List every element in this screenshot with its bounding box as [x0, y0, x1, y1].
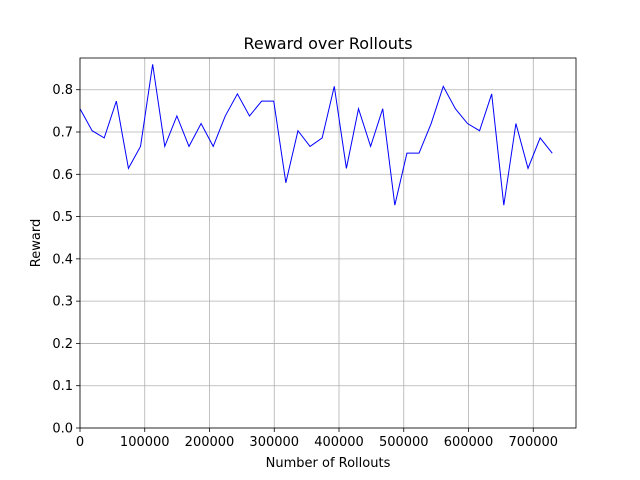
- y-tick-label: 0.2: [52, 337, 73, 352]
- x-tick-label: 700000: [508, 435, 558, 450]
- y-tick-label: 0.4: [52, 252, 73, 267]
- x-tick-label: 100000: [120, 435, 170, 450]
- plot-area-frame: [79, 57, 577, 429]
- x-tick-label: 300000: [249, 435, 299, 450]
- y-tick-label: 0.3: [52, 295, 73, 310]
- x-tick-label: 0: [76, 435, 84, 450]
- chart-title: Reward over Rollouts: [243, 34, 412, 53]
- y-tick-label: 0.1: [52, 379, 73, 394]
- y-tick-label: 0.0: [52, 422, 73, 437]
- reward-series-line: [79, 64, 553, 206]
- x-axis-ticks: 0 100000 200000 300000 400000 500000 600000 700…: [76, 428, 558, 450]
- x-tick-label: 600000: [444, 435, 494, 450]
- grid: [79, 58, 576, 429]
- x-tick-label: 500000: [379, 435, 429, 450]
- x-tick-label: 400000: [314, 435, 364, 450]
- y-axis-ticks: 0.0 0.1 0.2 0.3 0.4 0.5 0.6 0.7 0.8: [52, 83, 80, 437]
- y-tick-label: 0.8: [52, 83, 73, 98]
- y-tick-label: 0.7: [52, 126, 73, 141]
- y-tick-label: 0.6: [52, 168, 73, 183]
- y-tick-label: 0.5: [52, 210, 73, 225]
- y-axis-title: Reward: [29, 219, 44, 267]
- x-tick-label: 200000: [185, 435, 235, 450]
- x-axis-title: Number of Rollouts: [266, 456, 391, 471]
